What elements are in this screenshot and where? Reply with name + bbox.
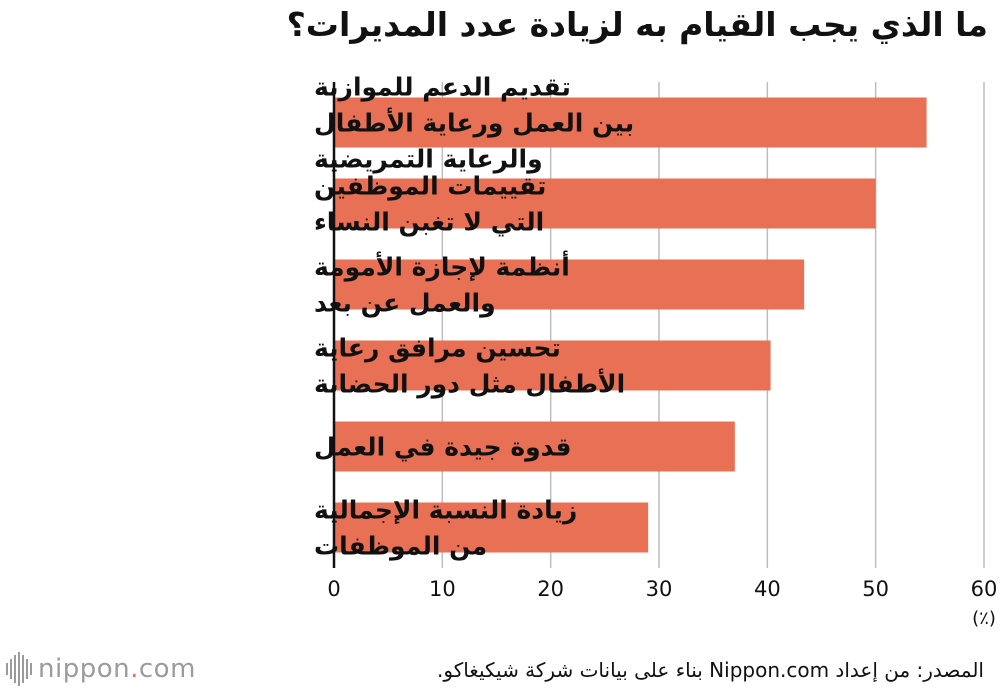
x-tick-label: 50 (862, 577, 889, 601)
bar (334, 421, 735, 472)
category-label-line: والعمل عن بعد (314, 289, 496, 319)
x-tick-label: 0 (327, 577, 340, 601)
logo-bars-icon (6, 652, 32, 686)
category-label: أنظمة لإجازة الأمومة والعمل عن بعد (314, 251, 570, 319)
bar (334, 340, 771, 391)
category-label-line: من الموظفات (314, 532, 487, 562)
category-label-line: تقييمات الموظفين (314, 172, 546, 202)
bar (334, 259, 805, 310)
nippon-logo: nippon.com (6, 650, 196, 688)
category-label-line: تقديم الدعم للموازنة (314, 73, 571, 103)
bar (334, 97, 927, 148)
category-label-line: والرعاية التمريضية (314, 145, 543, 175)
chart-title: ما الذي يجب القيام به لزيادة عدد المديرا… (286, 5, 988, 44)
x-tick-label: 20 (537, 577, 564, 601)
source-note: المصدر: من إعداد Nippon.com بناء على بيا… (437, 658, 984, 682)
bar-chart: تقديم الدعم للموازنة بين العمل ورعاية الأ… (314, 73, 998, 630)
category-label-line: الأطفال مثل دور الحضانة (314, 369, 625, 400)
bar (334, 502, 649, 553)
category-label: تقديم الدعم للموازنة بين العمل ورعاية الأ… (314, 73, 634, 175)
bar (334, 178, 876, 229)
x-unit-label: (٪) (972, 608, 996, 629)
logo-dot: . (130, 654, 139, 684)
category-label: تقييمات الموظفين التي لا تغبن النساء (314, 172, 546, 238)
category-label-line: تحسين مرافق رعاية (314, 334, 561, 364)
category-label: زيادة النسبة الإجمالية من الموظفات (314, 496, 577, 562)
category-label: قدوة جيدة في العمل (314, 433, 571, 463)
x-tick-label: 60 (971, 577, 998, 601)
category-label-line: أنظمة لإجازة الأمومة (314, 251, 570, 283)
category-label: تحسين مرافق رعاية الأطفال مثل دور الحضانة (314, 334, 625, 400)
x-tick-label: 40 (754, 577, 781, 601)
category-label-line: زيادة النسبة الإجمالية (314, 496, 577, 525)
logo-name: nippon (38, 654, 131, 684)
category-label-line: قدوة جيدة في العمل (314, 433, 571, 463)
category-label-line: بين العمل ورعاية الأطفال (314, 108, 634, 139)
category-label-line: التي لا تغبن النساء (314, 208, 544, 238)
logo-suffix: com (138, 654, 196, 684)
x-tick-label: 30 (646, 577, 673, 601)
x-tick-label: 10 (429, 577, 456, 601)
